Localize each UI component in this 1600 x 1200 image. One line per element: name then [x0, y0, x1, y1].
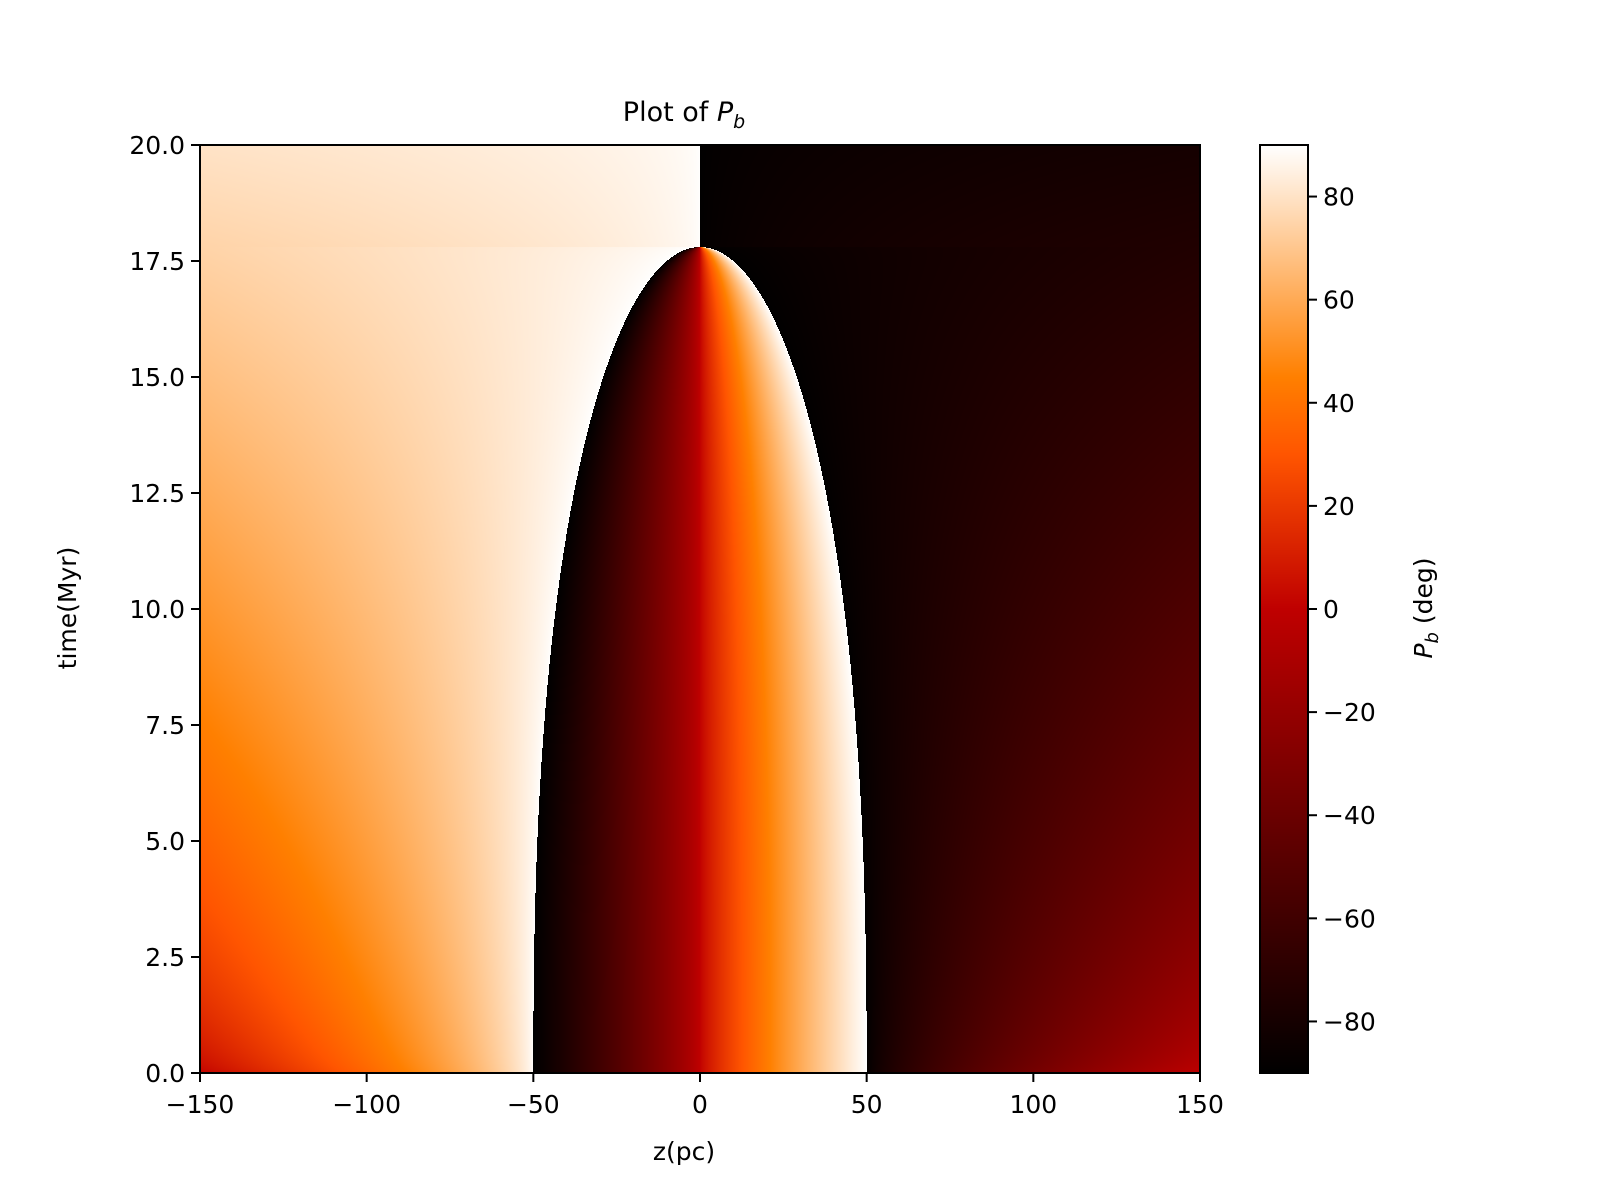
colorbar-tick-label: −60	[1323, 904, 1376, 933]
chart-title-symbol: P	[717, 97, 734, 128]
colorbar-tick-label: −20	[1323, 698, 1376, 727]
colorbar-border	[1259, 144, 1309, 1074]
colorbar-tick-label: 0	[1323, 595, 1339, 624]
colorbar-label-symbol: P	[1409, 643, 1438, 659]
colorbar-label-subscript: b	[1422, 632, 1443, 643]
y-tick-label: 0.0	[145, 1059, 185, 1088]
y-tick-label: 12.5	[129, 479, 185, 508]
colorbar-tick-label: 80	[1323, 183, 1355, 212]
x-tick-label: −100	[332, 1090, 401, 1119]
colorbar-tick-label: 60	[1323, 286, 1355, 315]
colorbar-label-unit: (deg)	[1409, 557, 1438, 632]
x-axis: −150 −100 −50 0 50 100 150	[166, 1073, 1224, 1119]
x-tick-label: 150	[1176, 1090, 1224, 1119]
y-axis-label: time(Myr)	[53, 547, 82, 670]
plot-border	[199, 144, 1201, 1074]
x-axis-label: z(pc)	[653, 1137, 715, 1166]
colorbar-gradient	[1260, 145, 1308, 1073]
colorbar-tick-label: 20	[1323, 492, 1355, 521]
colorbar-tick-label: −80	[1323, 1007, 1376, 1036]
plot-frame	[199, 144, 1309, 1074]
colorbar-tick-label: 40	[1323, 389, 1355, 418]
x-tick-label: 100	[1009, 1090, 1057, 1119]
y-tick-label: 2.5	[145, 943, 185, 972]
chart-title-prefix: Plot of	[623, 97, 717, 128]
colorbar-axis: −80 −60 −40 −20 0 20 40 60 80	[1308, 183, 1376, 1036]
y-axis: 0.0 2.5 5.0 7.5 10.0 12.5 15.0 17.5 20.0	[129, 131, 200, 1088]
x-tick-label: 0	[692, 1090, 708, 1119]
chart-title: Plot of Pb	[623, 97, 745, 133]
colorbar-tick-label: −40	[1323, 801, 1376, 830]
y-tick-label: 10.0	[129, 595, 185, 624]
heatmap-image	[200, 145, 1200, 1073]
x-tick-label: −50	[507, 1090, 560, 1119]
y-tick-label: 5.0	[145, 827, 185, 856]
y-tick-label: 7.5	[145, 711, 185, 740]
y-tick-label: 20.0	[129, 131, 185, 160]
colorbar-label: Pb (deg)	[1409, 557, 1443, 658]
x-tick-label: −150	[166, 1090, 235, 1119]
y-tick-label: 17.5	[129, 247, 185, 276]
chart-title-subscript: b	[733, 111, 745, 133]
y-tick-label: 15.0	[129, 363, 185, 392]
x-tick-label: 50	[851, 1090, 883, 1119]
